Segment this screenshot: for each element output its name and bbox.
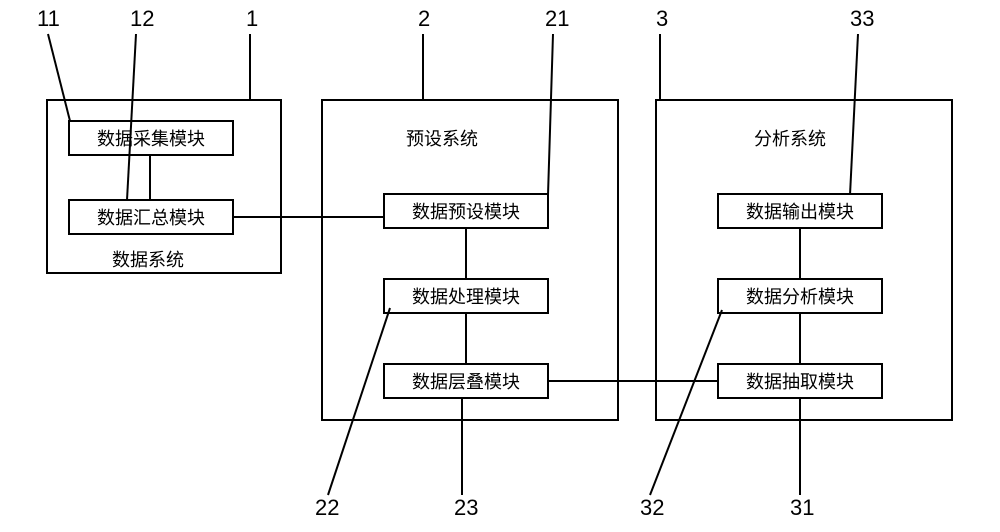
callout-label-32: 32 [640, 495, 664, 521]
conn-21-22 [465, 229, 467, 278]
callout-label-1: 1 [246, 6, 258, 32]
module-21-label: 数据预设模块 [412, 198, 520, 224]
conn-22-23 [465, 314, 467, 363]
conn-32-33 [799, 229, 801, 278]
diagram-canvas: 数据系统 数据采集模块 数据汇总模块 预设系统 数据预设模块 数据处理模块 数据… [0, 0, 1000, 532]
callout-label-21: 21 [545, 6, 569, 32]
module-32: 数据分析模块 [717, 278, 883, 314]
conn-12-21 [234, 216, 383, 218]
module-22: 数据处理模块 [383, 278, 549, 314]
module-23: 数据层叠模块 [383, 363, 549, 399]
system-title-2: 预设系统 [406, 125, 478, 151]
module-11-label: 数据采集模块 [97, 125, 205, 151]
module-12-label: 数据汇总模块 [97, 204, 205, 230]
conn-31-32 [799, 314, 801, 363]
module-33-label: 数据输出模块 [746, 198, 854, 224]
callout-label-3: 3 [656, 6, 668, 32]
module-12: 数据汇总模块 [68, 199, 234, 235]
module-23-label: 数据层叠模块 [412, 368, 520, 394]
callout-label-11: 11 [37, 6, 60, 32]
callout-label-33: 33 [850, 6, 874, 32]
module-32-label: 数据分析模块 [746, 283, 854, 309]
callout-label-31: 31 [790, 495, 814, 521]
module-22-label: 数据处理模块 [412, 283, 520, 309]
module-21: 数据预设模块 [383, 193, 549, 229]
module-31-label: 数据抽取模块 [746, 368, 854, 394]
system-title-3: 分析系统 [754, 125, 826, 151]
module-11: 数据采集模块 [68, 120, 234, 156]
module-33: 数据输出模块 [717, 193, 883, 229]
callout-label-22: 22 [315, 495, 339, 521]
module-31: 数据抽取模块 [717, 363, 883, 399]
callout-label-2: 2 [418, 6, 430, 32]
conn-11-12 [149, 156, 151, 199]
callout-label-12: 12 [130, 6, 154, 32]
conn-23-31 [549, 380, 717, 382]
system-title-1: 数据系统 [112, 246, 184, 272]
callout-label-23: 23 [454, 495, 478, 521]
